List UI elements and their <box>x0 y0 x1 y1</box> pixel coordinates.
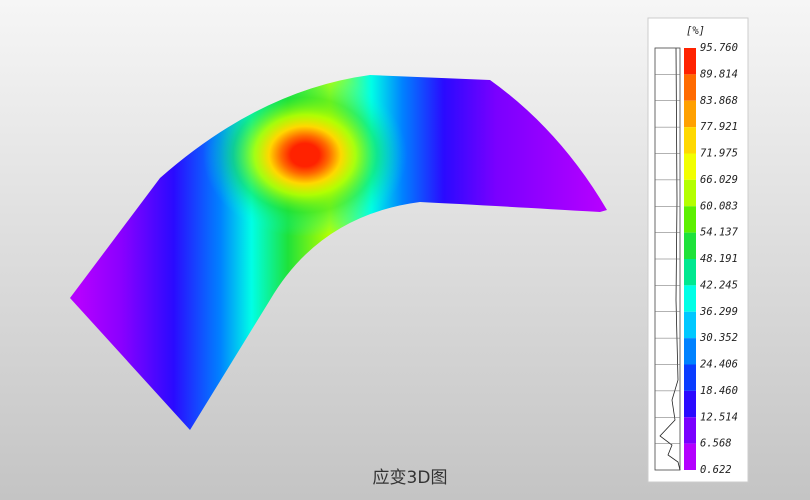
legend-band <box>684 206 696 233</box>
legend-band <box>684 390 696 418</box>
legend-band <box>684 100 696 128</box>
legend-label: 95.760 <box>700 42 738 54</box>
legend-band <box>684 311 696 339</box>
histogram-curve <box>659 47 681 471</box>
legend-label: 24.406 <box>700 359 738 371</box>
legend-band <box>684 232 696 259</box>
legend-label: 71.975 <box>700 148 738 160</box>
legend-unit: [%] <box>686 25 705 37</box>
legend-band <box>684 443 696 470</box>
legend-label: 18.460 <box>700 385 738 397</box>
legend-band <box>684 127 696 154</box>
legend-label: 42.245 <box>700 279 738 291</box>
legend-label: 30.352 <box>699 332 738 344</box>
legend-band <box>684 259 696 286</box>
legend-band <box>684 179 696 207</box>
legend-label: 66.029 <box>700 174 738 186</box>
legend-label: 48.191 <box>700 253 738 265</box>
legend-band <box>684 48 696 75</box>
legend-label: 89.814 <box>700 68 738 80</box>
legend-label: 60.083 <box>700 200 738 212</box>
legend-label: 36.299 <box>699 306 738 318</box>
legend-label: 0.622 <box>700 464 732 476</box>
legend-band <box>684 338 696 365</box>
legend-band <box>684 364 696 391</box>
legend-label: 12.514 <box>700 411 738 423</box>
legend-label: 54.137 <box>700 227 739 239</box>
legend-label: 6.568 <box>700 438 732 450</box>
legend-label: 77.921 <box>700 121 738 133</box>
legend-band <box>684 153 696 180</box>
legend-label: 83.868 <box>700 95 738 107</box>
legend-band <box>684 74 696 101</box>
legend-band <box>684 285 696 312</box>
legend-band <box>684 417 696 444</box>
caption: 应变3D图 <box>373 468 448 488</box>
